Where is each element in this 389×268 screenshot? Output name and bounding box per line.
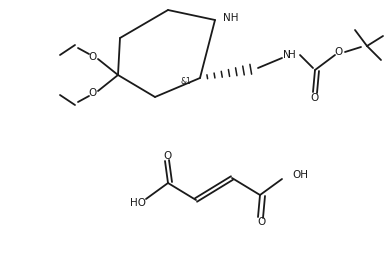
Text: H: H — [288, 50, 296, 60]
Text: O: O — [89, 52, 97, 62]
Text: O: O — [311, 93, 319, 103]
Text: O: O — [164, 151, 172, 161]
Text: HO: HO — [130, 198, 146, 208]
Text: O: O — [335, 47, 343, 57]
Text: OH: OH — [292, 170, 308, 180]
Text: O: O — [258, 217, 266, 227]
Text: O: O — [89, 88, 97, 98]
Text: N: N — [283, 50, 291, 60]
Text: NH: NH — [223, 13, 238, 23]
Text: &1: &1 — [180, 77, 191, 87]
